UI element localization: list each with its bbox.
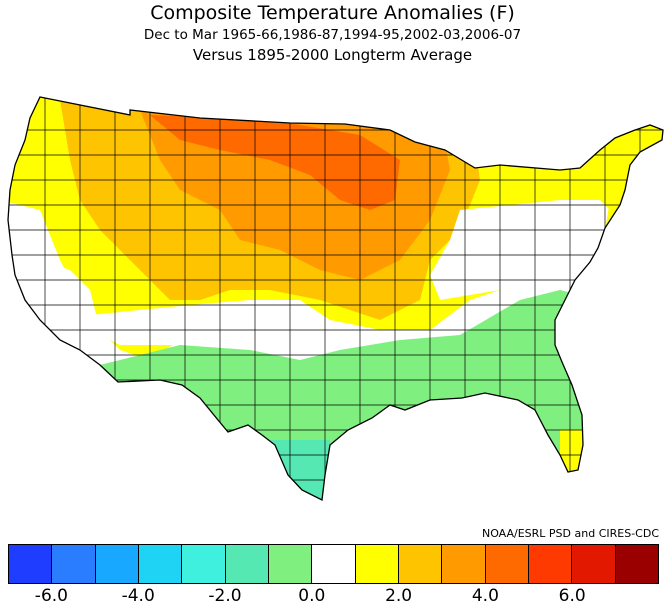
scale-tick-label: -4.0 xyxy=(121,586,155,606)
scale-swatch xyxy=(182,545,226,583)
map-title: Composite Temperature Anomalies (F) xyxy=(150,2,515,24)
data-credit: NOAA/ESRL PSD and CIRES-CDC xyxy=(481,527,659,540)
anomaly-fill xyxy=(8,97,663,500)
scale-tick-label: 4.0 xyxy=(471,586,499,606)
scale-swatch xyxy=(52,545,96,583)
scale-tick-label: -6.0 xyxy=(34,586,68,606)
scale-tick-label: 6.0 xyxy=(558,586,586,606)
scale-swatch xyxy=(95,545,139,583)
scale-swatch xyxy=(485,545,529,583)
scale-swatch xyxy=(355,545,399,583)
scale-swatch xyxy=(9,545,53,583)
scale-swatch xyxy=(398,545,443,583)
us-outline xyxy=(7,96,664,501)
scale-tick-label: -2.0 xyxy=(208,586,242,606)
scale-swatch xyxy=(312,545,356,583)
color-scale-bar xyxy=(8,544,659,584)
scale-swatch xyxy=(615,545,658,583)
color-scale-ticks: -6.0 -4.0 -2.0 0.0 2.0 4.0 6.0 xyxy=(0,586,665,608)
scale-swatch xyxy=(528,545,573,583)
baseline-subtitle: Versus 1895-2000 Longterm Average xyxy=(192,46,473,64)
scale-swatch xyxy=(225,545,269,583)
period-subtitle: Dec to Mar 1965-66,1986-87,1994-95,2002-… xyxy=(143,27,522,43)
scale-swatch xyxy=(138,545,183,583)
scale-tick-label: 2.0 xyxy=(385,586,413,606)
scale-swatch xyxy=(442,545,486,583)
scale-swatch xyxy=(268,545,313,583)
scale-swatch xyxy=(572,545,616,583)
scale-tick-label: 0.0 xyxy=(298,586,326,606)
us-climate-division-map xyxy=(7,96,664,501)
